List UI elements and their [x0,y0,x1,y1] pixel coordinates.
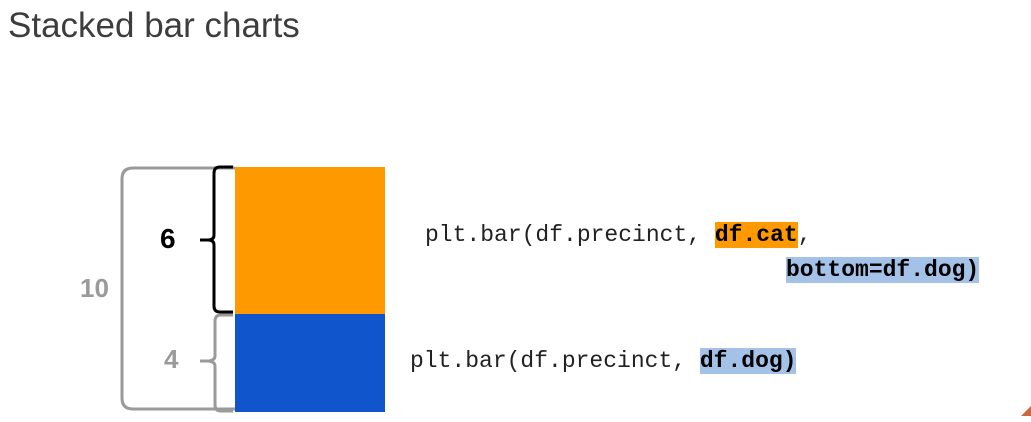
dog-arg-highlight: df.dog) [699,348,797,374]
cat-arg-highlight: df.cat [714,222,798,248]
bottom-segment-label: 4 [164,344,179,374]
cat-code-prefix: plt.bar(df.precinct, [425,222,715,248]
bottom-segment-brace [200,313,233,413]
top-segment-label: 6 [160,223,176,254]
total-label: 10 [80,273,109,303]
cat-code-line: plt.bar(df.precinct, df.cat, [425,222,812,248]
bottom-arg-line: bottom=df.dog) [786,257,980,283]
bottom-arg-highlight: bottom=df.dog) [786,257,980,283]
total-bracket [120,166,235,411]
cat-code-comma: , [797,222,812,248]
top-segment-brace [200,165,233,314]
dog-code-line: plt.bar(df.precinct, df.dog) [410,348,797,374]
dog-bar-segment [235,314,385,412]
corner-decoration [1021,406,1031,416]
page-title: Stacked bar charts [8,6,300,45]
cat-bar-segment [235,167,385,314]
dog-code-prefix: plt.bar(df.precinct, [410,348,700,374]
